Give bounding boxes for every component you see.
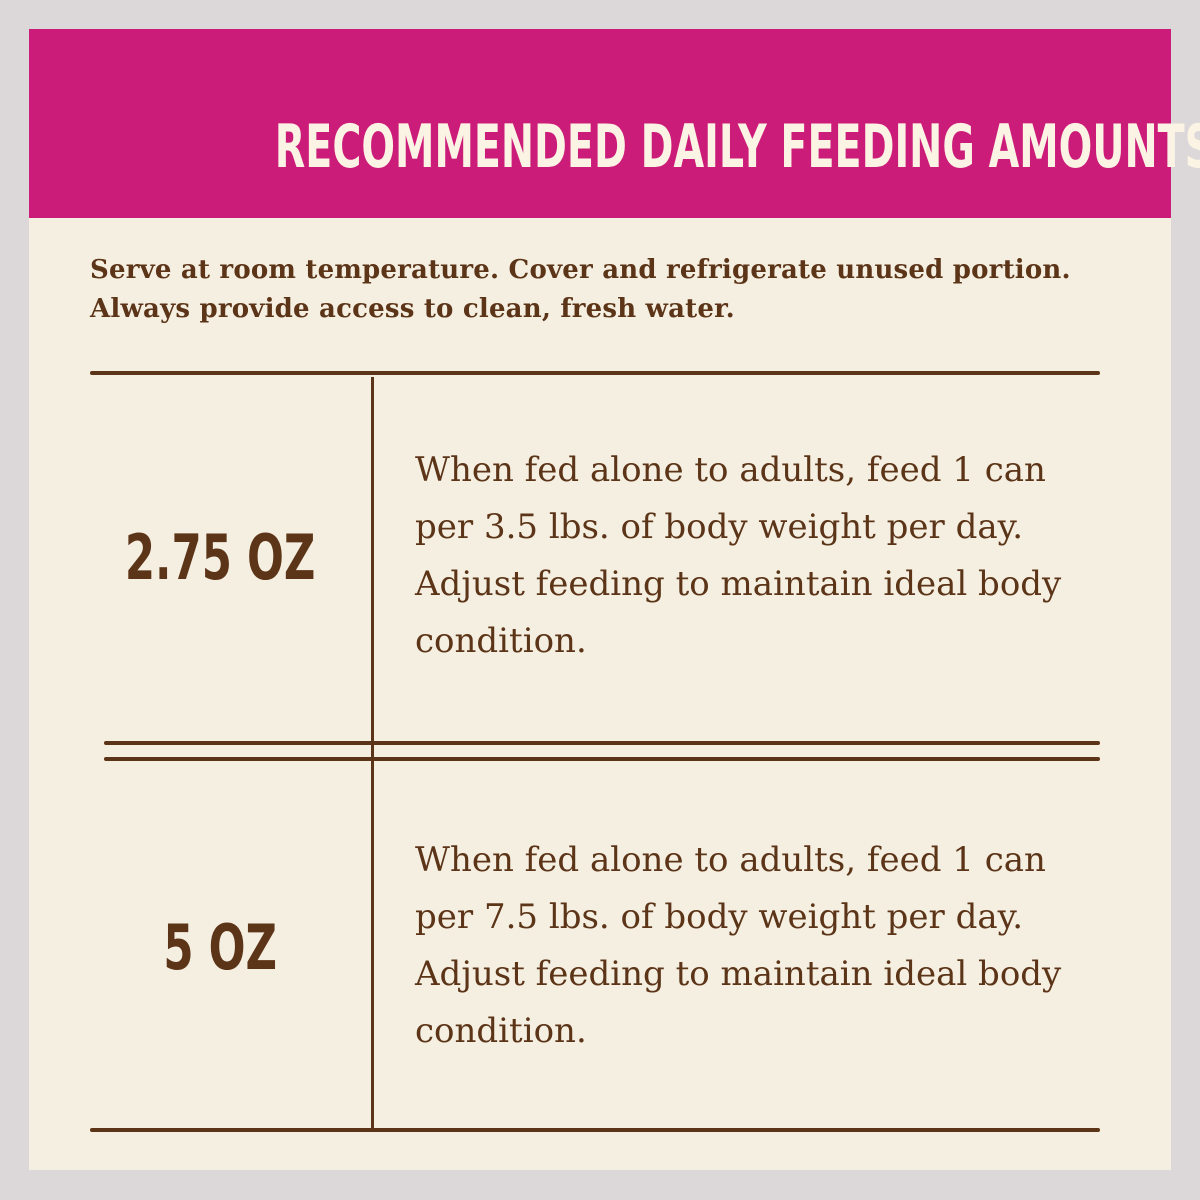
row-2-amount-text: 5 OZ: [163, 911, 277, 984]
row-1-amount: 2.75 OZ: [49, 521, 391, 594]
divider-middle-1: [104, 741, 1100, 745]
page-title-text: RECOMMENDED DAILY FEEDING AMOUNTS:: [274, 112, 1200, 182]
header-banner: RECOMMENDED DAILY FEEDING AMOUNTS:: [29, 29, 1200, 218]
divider-middle-2: [104, 757, 1100, 761]
feeding-panel: RECOMMENDED DAILY FEEDING AMOUNTS: Serve…: [29, 29, 1200, 1170]
page-title: RECOMMENDED DAILY FEEDING AMOUNTS:: [29, 117, 1200, 177]
divider-top: [90, 371, 1100, 375]
row-1-description: When fed alone to adults, feed 1 can per…: [415, 450, 1062, 661]
intro-text: Serve at room temperature. Cover and ref…: [90, 255, 1071, 324]
row-2-amount: 5 OZ: [49, 911, 391, 984]
divider-bottom: [90, 1128, 1100, 1132]
row-1-amount-text: 2.75 OZ: [124, 521, 316, 594]
divider-vertical: [371, 377, 374, 1129]
row-2-description: When fed alone to adults, feed 1 can per…: [415, 840, 1062, 1051]
